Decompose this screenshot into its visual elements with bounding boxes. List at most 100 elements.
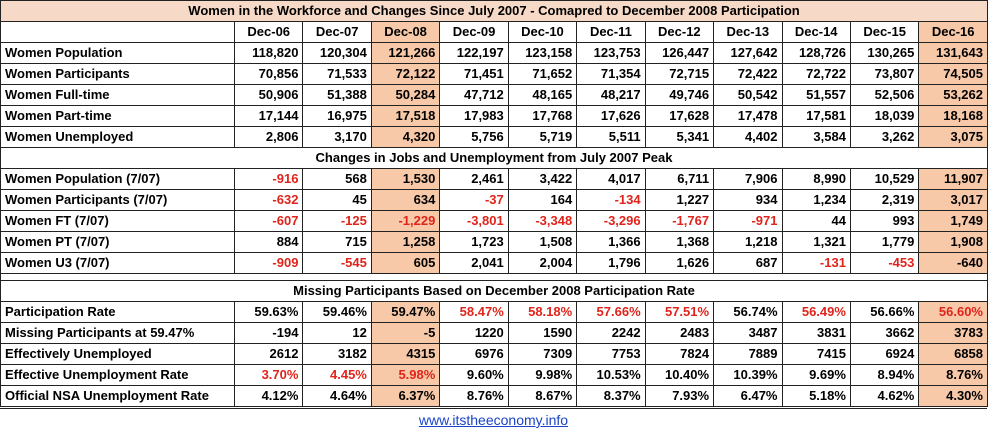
table-cell: 2,319 — [849, 189, 920, 211]
table-cell: 4.12% — [233, 385, 304, 407]
table-cell: -125 — [302, 210, 372, 232]
table-cell: 57.66% — [576, 301, 646, 323]
table-cell: 1220 — [439, 322, 509, 344]
table-cell: 1,218 — [713, 231, 783, 253]
row-label: Women Participants (7/07) — [0, 189, 235, 211]
table-cell: 3,170 — [302, 126, 372, 148]
row-label: Women FT (7/07) — [0, 210, 235, 232]
row-label: Women Part-time — [0, 105, 235, 127]
table-cell: 3783 — [918, 322, 988, 344]
table-cell: 7415 — [781, 343, 851, 365]
column-header: Dec-09 — [439, 21, 509, 43]
table-cell: 634 — [370, 189, 441, 211]
table-cell: -134 — [576, 189, 646, 211]
table-cell: 47,712 — [439, 84, 509, 106]
row-label: Women Unemployed — [0, 126, 235, 148]
row-label: Women Participants — [0, 63, 235, 85]
workforce-table-container: Women in the Workforce and Changes Since… — [0, 0, 988, 407]
row-label: Women Full-time — [0, 84, 235, 106]
table-cell: 7,906 — [713, 168, 783, 190]
footer: www.itstheeconomy.info — [0, 409, 987, 431]
table-cell: 1590 — [507, 322, 578, 344]
table-row: Women Part-time 17,144 16,975 17,518 17,983 1… — [0, 105, 988, 127]
table-row: Women Full-time 50,906 51,388 50,284 47,712 4… — [0, 84, 988, 106]
table-cell: 52,506 — [849, 84, 920, 106]
column-header: Dec-11 — [576, 21, 646, 43]
table-cell: 70,856 — [233, 63, 304, 85]
table-cell: 7889 — [713, 343, 783, 365]
table-cell: 1,779 — [849, 231, 920, 253]
table-cell: 8.76% — [439, 385, 509, 407]
table-row: Women FT (7/07) -607 -125 -1,229 -3,801 -3,34… — [0, 210, 988, 232]
table-row: Effectively Unemployed 2612 3182 4315 6976 73… — [0, 343, 988, 365]
table-cell: 17,144 — [233, 105, 304, 127]
table-cell: 126,447 — [644, 42, 715, 64]
table-cell: 51,557 — [781, 84, 851, 106]
table-cell: 1,508 — [507, 231, 578, 253]
table-cell: 72,722 — [781, 63, 851, 85]
table-cell: 1,626 — [644, 252, 715, 274]
table-cell: 56.74% — [713, 301, 783, 323]
row-label: Official NSA Unemployment Rate — [0, 385, 235, 407]
row-label: Missing Participants at 59.47% — [0, 322, 235, 344]
table-cell: 73,807 — [849, 63, 920, 85]
table-cell: 131,643 — [918, 42, 988, 64]
table-cell: -632 — [233, 189, 304, 211]
table-cell: 3662 — [849, 322, 920, 344]
table-cell: 1,258 — [370, 231, 441, 253]
table-cell: 71,652 — [507, 63, 578, 85]
table-cell: 72,715 — [644, 63, 715, 85]
column-header: Dec-08 — [370, 21, 441, 43]
table-row: Effective Unemployment Rate 3.70% 4.45% 5.9… — [0, 364, 988, 386]
table-cell: -3,801 — [439, 210, 509, 232]
table-cell: 50,284 — [370, 84, 441, 106]
table-cell: 934 — [713, 189, 783, 211]
table-cell: 74,505 — [918, 63, 988, 85]
table-cell: 17,626 — [576, 105, 646, 127]
table-row: Women Participants 70,856 71,533 72,122 71,4… — [0, 63, 988, 85]
column-header: Dec-16 — [918, 21, 988, 43]
table-cell: -916 — [233, 168, 304, 190]
table-cell: 8.67% — [507, 385, 578, 407]
table-cell: 568 — [302, 168, 372, 190]
table-row: Women Participants (7/07) -632 45 634 -37 164… — [0, 189, 988, 211]
table-cell: 4.64% — [302, 385, 372, 407]
title-row: Women in the Workforce and Changes Since… — [0, 0, 988, 22]
table-cell: 122,197 — [439, 42, 509, 64]
table-row: Participation Rate 59.63% 59.46% 59.47% 58.4… — [0, 301, 988, 323]
table-row: Women U3 (7/07) -909 -545 605 2,041 2,004 1,79… — [0, 252, 988, 274]
table-cell: 5.98% — [370, 364, 441, 386]
table-cell: 6,711 — [644, 168, 715, 190]
table-cell: 4,017 — [576, 168, 646, 190]
table-cell: 687 — [713, 252, 783, 274]
table-cell: 16,975 — [302, 105, 372, 127]
table-cell: 17,768 — [507, 105, 578, 127]
table-cell: 3,017 — [918, 189, 988, 211]
row-label: Effectively Unemployed — [0, 343, 235, 365]
table-cell: 48,165 — [507, 84, 578, 106]
table-cell: 2,041 — [439, 252, 509, 274]
table-cell: 2,004 — [507, 252, 578, 274]
section-heading: Missing Participants Based on December 2… — [0, 280, 988, 302]
workforce-table: Women in the Workforce and Changes Since… — [0, 0, 988, 407]
column-header: Dec-06 — [233, 21, 304, 43]
column-header: Dec-12 — [644, 21, 715, 43]
table-row: Women PT (7/07) 884 715 1,258 1,723 1,508 1,36… — [0, 231, 988, 253]
table-cell: 17,628 — [644, 105, 715, 127]
section-heading-row: Changes in Jobs and Unemployment from Ju… — [0, 147, 988, 169]
row-label: Women Population (7/07) — [0, 168, 235, 190]
table-cell: 71,533 — [302, 63, 372, 85]
table-cell: 5.18% — [781, 385, 851, 407]
table-cell: 50,542 — [713, 84, 783, 106]
table-cell: 2,806 — [233, 126, 304, 148]
table-cell: 1,908 — [918, 231, 988, 253]
table-cell: -131 — [781, 252, 851, 274]
website-link[interactable]: www.itstheeconomy.info — [418, 412, 569, 428]
table-cell: 56.49% — [781, 301, 851, 323]
table-cell: -453 — [849, 252, 920, 274]
table-cell: 56.60% — [918, 301, 988, 323]
table-cell: 72,422 — [713, 63, 783, 85]
table-cell: 44 — [781, 210, 851, 232]
table-cell: 1,723 — [439, 231, 509, 253]
table-cell: 57.51% — [644, 301, 715, 323]
